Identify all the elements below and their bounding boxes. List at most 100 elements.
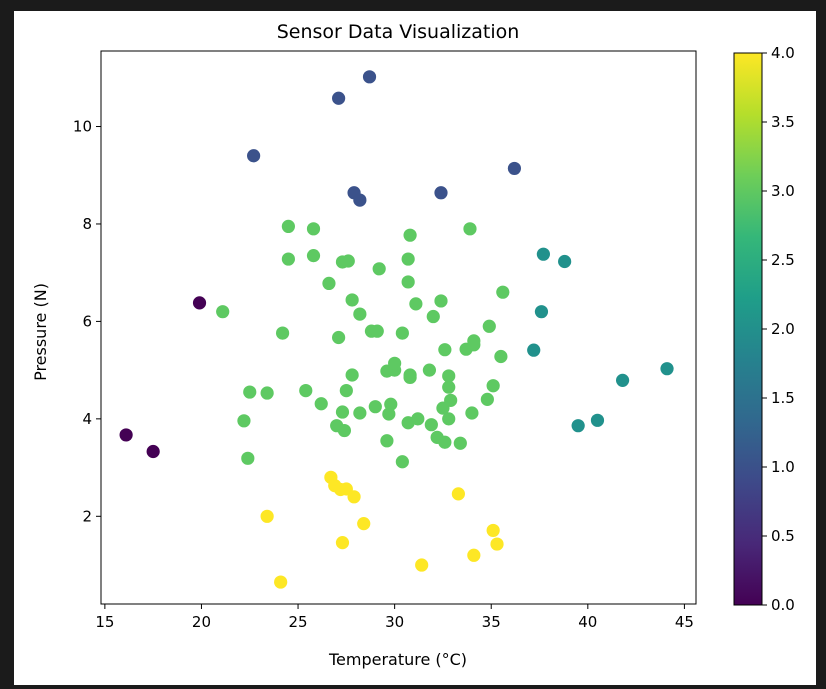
data-point <box>281 252 295 266</box>
colorbar: 0.0 0.5 1.0 1.5 2.0 2.5 3.0 3.5 4.0 <box>733 44 795 614</box>
data-point <box>467 334 481 348</box>
data-point <box>274 575 288 589</box>
colorbar-tick-label: 2.5 <box>771 251 795 269</box>
data-point <box>332 330 346 345</box>
chart-title: Sensor Data Visualization <box>277 21 520 43</box>
data-point <box>534 305 549 319</box>
y-tick-label: 6 <box>82 312 92 330</box>
data-point <box>260 386 274 400</box>
y-tick-label: 4 <box>82 410 92 428</box>
data-point <box>192 296 207 310</box>
colorbar-tick-label: 1.0 <box>771 458 795 476</box>
data-point <box>306 222 321 236</box>
data-point <box>434 294 448 308</box>
colorbar-tick-label: 2.0 <box>771 320 795 338</box>
data-point <box>337 423 352 438</box>
data-point <box>527 343 541 357</box>
plot-frame <box>100 50 697 605</box>
data-point <box>451 487 465 501</box>
data-point <box>490 537 504 551</box>
figure: Sensor Data Visualization 15 20 25 30 35 40 45… <box>14 11 816 685</box>
x-tick-label: 25 <box>288 613 307 631</box>
data-point <box>401 275 415 289</box>
y-axis-label: Pressure (N) <box>31 283 50 381</box>
data-point <box>442 369 456 383</box>
plot-area <box>100 50 697 605</box>
data-point <box>426 309 440 324</box>
colorbar-bar <box>733 52 763 606</box>
colorbar-tick-label: 4.0 <box>771 44 795 62</box>
colorbar-tick-label: 0.0 <box>771 596 795 614</box>
data-point <box>237 414 251 428</box>
x-tick-label: 15 <box>95 613 114 631</box>
x-axis-label: Temperature (°C) <box>328 650 467 669</box>
data-point <box>347 490 361 504</box>
data-point <box>241 451 255 465</box>
data-point <box>341 254 355 268</box>
data-point <box>332 91 346 105</box>
data-point <box>395 455 409 469</box>
data-point <box>558 254 572 269</box>
colorbar-tick-label: 0.5 <box>771 527 795 545</box>
data-point <box>216 305 230 319</box>
data-point <box>306 249 321 263</box>
data-point <box>335 405 350 419</box>
chart-svg: Sensor Data Visualization 15 20 25 30 35 40 45… <box>31 21 795 669</box>
data-point <box>590 413 605 427</box>
data-point <box>281 219 295 234</box>
data-point <box>401 252 415 266</box>
data-point <box>335 536 350 550</box>
data-point <box>571 419 585 433</box>
data-point <box>403 228 417 242</box>
data-point <box>357 517 371 531</box>
data-point <box>370 324 384 338</box>
colorbar-tick-label: 1.5 <box>771 389 795 407</box>
data-point <box>496 285 510 299</box>
data-point <box>339 383 353 398</box>
data-point <box>243 385 257 399</box>
data-point <box>444 393 458 407</box>
x-tick-label: 40 <box>578 613 597 631</box>
data-point <box>465 406 479 420</box>
data-point <box>442 380 456 394</box>
y-tick-label: 2 <box>82 507 92 525</box>
data-point <box>434 186 448 200</box>
data-point <box>660 362 674 376</box>
data-point <box>438 435 452 449</box>
data-point <box>486 379 500 393</box>
data-point <box>362 70 377 84</box>
data-point <box>453 436 467 450</box>
data-point <box>119 428 133 442</box>
data-point <box>482 319 496 333</box>
data-point <box>275 326 290 340</box>
points-layer <box>119 70 674 589</box>
data-point <box>388 356 402 370</box>
data-point <box>494 349 508 364</box>
x-axis: 15 20 25 30 35 40 45 <box>95 604 694 631</box>
data-point <box>345 293 359 307</box>
data-point <box>384 397 398 411</box>
data-point <box>467 548 481 562</box>
data-point <box>353 307 367 321</box>
data-point <box>146 444 160 459</box>
x-tick-label: 20 <box>192 613 211 631</box>
data-point <box>486 523 500 538</box>
data-point <box>442 412 456 426</box>
x-tick-label: 30 <box>385 613 404 631</box>
data-point <box>395 326 409 340</box>
data-point <box>322 276 336 291</box>
data-point <box>438 343 452 357</box>
data-point <box>345 368 359 382</box>
data-point <box>368 400 382 414</box>
data-point <box>247 149 261 163</box>
x-tick-label: 35 <box>482 613 501 631</box>
data-point <box>480 392 494 406</box>
data-point <box>299 383 313 398</box>
data-point <box>463 222 477 236</box>
data-point <box>403 368 417 382</box>
data-point <box>372 262 386 276</box>
data-point <box>615 373 630 387</box>
data-point <box>409 297 423 311</box>
data-point <box>260 509 274 523</box>
data-point <box>507 161 522 176</box>
